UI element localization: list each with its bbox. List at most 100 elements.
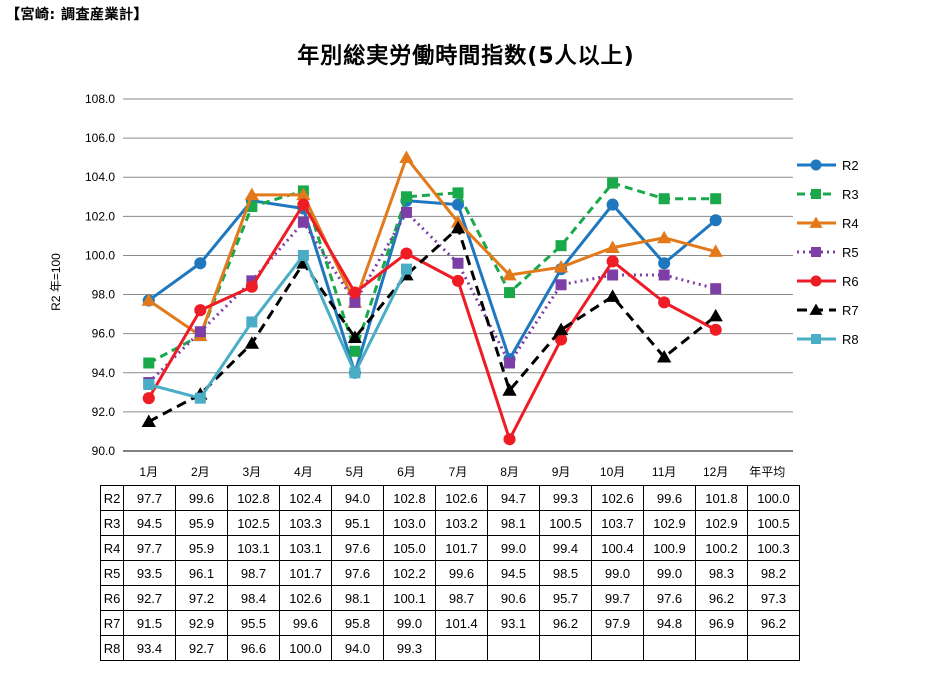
data-point: [553, 322, 569, 336]
data-point: [399, 150, 414, 164]
table-cell: 100.2: [695, 535, 748, 561]
data-point: [504, 287, 516, 299]
series-line: [148, 253, 408, 400]
legend-label: R8: [842, 332, 859, 347]
table-cell: 101.7: [279, 560, 332, 586]
series-r6: [142, 198, 722, 446]
table-cell: 95.5: [227, 610, 280, 636]
data-point: [194, 326, 206, 338]
table-cell: 100.0: [279, 635, 332, 661]
table-cell: 96.6: [227, 635, 280, 661]
y-tick-label: 106.0: [85, 131, 115, 145]
table-cell: 90.6: [487, 585, 540, 611]
table-cell: 100.3: [747, 535, 800, 561]
x-tick-label: 2月: [191, 465, 210, 479]
table-cell: 99.6: [435, 560, 488, 586]
x-tick-label: 6月: [397, 465, 416, 479]
x-tick-label: 1月: [139, 465, 158, 479]
data-point: [553, 260, 569, 273]
y-axis-label: R2 年=100: [49, 253, 63, 311]
table-cell: 102.9: [695, 510, 748, 536]
series-lines: [141, 150, 723, 446]
table-cell: 102.2: [383, 560, 436, 586]
legend-label: R3: [842, 187, 859, 202]
table-cell: 94.5: [487, 560, 540, 586]
y-tick-labels: 90.0 92.0 94.0 96.0 98.0 100.0 102.0 104.0 106.0…: [85, 92, 115, 458]
table-cell: 101.4: [435, 610, 488, 636]
table-cell: 100.9: [643, 535, 696, 561]
table-cell: [591, 635, 644, 661]
table-cell: 99.6: [279, 610, 332, 636]
x-tick-label: 10月: [600, 465, 625, 479]
row-label: R6: [100, 585, 124, 611]
data-point: [246, 201, 258, 213]
table-cell: 102.6: [435, 485, 488, 511]
table-cell: 98.1: [487, 510, 540, 536]
y-tick-label: 90.0: [92, 444, 116, 458]
legend-label: R2: [842, 158, 859, 173]
table-cell: 101.8: [695, 485, 748, 511]
table-cell: 103.2: [435, 510, 488, 536]
table-cell: 98.5: [539, 560, 592, 586]
data-point: [810, 159, 822, 171]
legend-label: R7: [842, 303, 859, 318]
data-point: [709, 323, 722, 336]
table-cell: 103.0: [383, 510, 436, 536]
table-cell: 98.3: [695, 560, 748, 586]
x-tick-label: 5月: [346, 465, 365, 479]
data-point: [245, 280, 258, 293]
table-cell: 103.7: [591, 510, 644, 536]
table-cell: 94.8: [643, 610, 696, 636]
table-cell: 93.5: [123, 560, 176, 586]
table-cell: 99.3: [539, 485, 592, 511]
data-point: [555, 279, 567, 291]
x-tick-labels: 1月 2月 3月 4月 5月 6月 7月 8月 9月 10月 11月 12月 年平均: [139, 465, 785, 479]
data-point: [555, 333, 568, 346]
table-cell: 99.0: [591, 560, 644, 586]
data-point: [605, 240, 620, 253]
table-cell: [487, 635, 540, 661]
data-point: [502, 267, 517, 281]
data-point: [296, 187, 311, 201]
table-cell: 95.9: [175, 535, 228, 561]
table-cell: 92.9: [175, 610, 228, 636]
data-point: [504, 357, 516, 369]
table-cell: 96.2: [695, 585, 748, 611]
table-cell: 95.8: [331, 610, 384, 636]
data-point: [244, 336, 259, 349]
table-cell: 97.6: [331, 560, 384, 586]
series-line: [148, 226, 717, 423]
table-cell: 102.4: [279, 485, 332, 511]
table-cell: 97.7: [123, 535, 176, 561]
table-cell: 92.7: [123, 585, 176, 611]
table-cell: 96.2: [747, 610, 800, 636]
data-point: [143, 379, 155, 391]
table-cell: 103.1: [227, 535, 280, 561]
data-point: [297, 198, 310, 211]
x-tick-label: 7月: [449, 465, 468, 479]
table-cell: 102.6: [591, 485, 644, 511]
x-tick-label: 9月: [552, 465, 571, 479]
table-cell: 100.5: [747, 510, 800, 536]
y-tick-label: 100.0: [85, 248, 115, 262]
data-point: [348, 286, 361, 299]
table-cell: 98.7: [435, 585, 488, 611]
data-point: [349, 345, 361, 357]
table-cell: 96.9: [695, 610, 748, 636]
series-line: [147, 210, 717, 384]
y-tick-label: 92.0: [92, 405, 116, 419]
series-r7: [141, 220, 723, 428]
table-cell: 94.0: [331, 485, 384, 511]
y-tick-label: 96.0: [92, 327, 116, 341]
table-cell: 97.9: [591, 610, 644, 636]
data-point: [606, 255, 619, 268]
table-cell: 98.7: [227, 560, 280, 586]
data-point: [809, 303, 823, 315]
data-point: [555, 240, 567, 252]
series-line: [148, 181, 716, 365]
x-tick-label: 12月: [703, 465, 728, 479]
y-tick-label: 104.0: [85, 170, 115, 184]
table-cell: 99.0: [643, 560, 696, 586]
legend-item-r8: R8: [797, 332, 859, 347]
